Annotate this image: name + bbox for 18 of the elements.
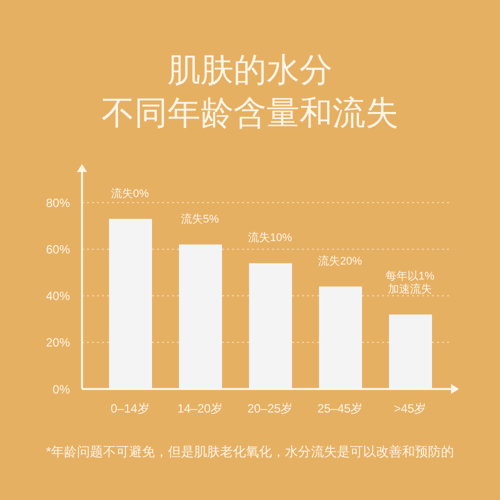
y-tick-label: 0% xyxy=(52,382,70,396)
y-tick-label: 80% xyxy=(46,196,70,210)
y-tick-label: 40% xyxy=(46,289,70,304)
annotation: 流失5% xyxy=(181,212,220,226)
y-tick-label: 60% xyxy=(46,242,70,256)
x-tick-label: 0–14岁 xyxy=(110,402,150,416)
annotation: 每年以1% 加速流失 xyxy=(386,269,435,296)
annotation: 流失0% xyxy=(111,186,150,200)
annotation: 流失10% xyxy=(248,231,292,244)
x-tick-label: 25–45岁 xyxy=(317,402,363,416)
annotation: 流失20% xyxy=(318,254,362,268)
chart-title: 肌肤的水分 xyxy=(166,50,334,90)
y-tick-label: 20% xyxy=(46,336,70,350)
x-tick-label: 14–20岁 xyxy=(177,402,223,416)
text: *年龄问题不可避免，但是肌肤老化氧化，水分流失是可以改善和预防的 xyxy=(44,443,456,461)
chart-subtitle: 不同年龄含量和流失 xyxy=(100,93,400,133)
x-tick-label: 20–25岁 xyxy=(247,402,293,416)
x-tick-label: >45岁 xyxy=(394,402,426,416)
